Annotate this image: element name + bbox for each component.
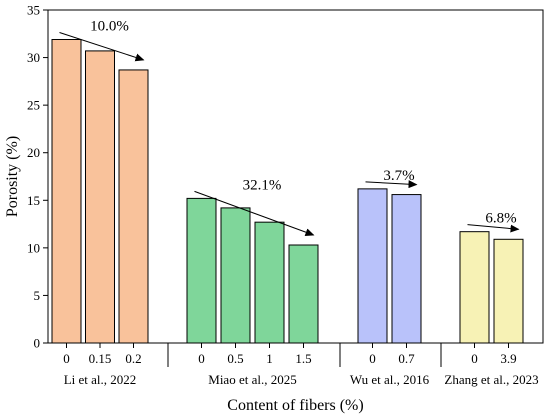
y-tick-label: 15 <box>27 193 40 208</box>
reduction-label: 10.0% <box>90 18 129 34</box>
reduction-arrow <box>194 190 315 237</box>
y-tick-label: 20 <box>27 145 40 160</box>
bar <box>391 194 422 344</box>
reduction-label: 3.7% <box>383 168 414 184</box>
group-separators <box>167 343 442 367</box>
x-axis-ticks: 0 0.15 0.2 Li et al., 2022 0 0.5 1 1.5 Miao et a… <box>63 343 539 387</box>
y-axis-title: Porosity (%) <box>4 136 21 217</box>
x-tick-label: 0 <box>63 351 70 366</box>
bar <box>254 221 285 344</box>
bar <box>186 197 217 344</box>
x-tick-label: 3.9 <box>500 351 516 366</box>
x-axis-title: Content of fibers (%) <box>227 397 363 414</box>
y-tick-label: 35 <box>27 3 40 18</box>
y-tick-label: 0 <box>34 336 41 351</box>
group-label: Li et al., 2022 <box>64 372 137 387</box>
y-tick-label: 10 <box>27 240 40 255</box>
x-tick-label: 1.5 <box>295 351 311 366</box>
reduction-label: 32.1% <box>243 177 282 193</box>
reduction-annotations: 10.0% 32.1% 3.7% 6.8% <box>59 18 520 237</box>
reduction-arrow <box>365 180 418 189</box>
y-axis-ticks: 0 5 10 15 20 25 30 35 <box>27 3 48 351</box>
group-label: Zhang et al., 2023 <box>444 372 538 387</box>
bar <box>220 207 251 344</box>
y-tick-label: 30 <box>27 50 40 65</box>
bar <box>85 50 115 344</box>
x-tick-label: 0.2 <box>125 351 141 366</box>
bar <box>51 38 82 344</box>
y-tick-label: 5 <box>34 288 41 303</box>
x-tick-label: 0.15 <box>89 351 112 366</box>
plot-frame <box>47 9 544 344</box>
bar <box>288 244 319 344</box>
bars-layer <box>51 38 524 344</box>
x-tick-label: 0.5 <box>227 351 243 366</box>
reduction-label: 6.8% <box>485 211 516 227</box>
reduction-arrow <box>467 224 520 233</box>
x-tick-label: 1 <box>266 351 273 366</box>
reduction-arrow <box>59 32 145 62</box>
group-label: Miao et al., 2025 <box>208 372 296 387</box>
bar <box>118 69 149 344</box>
x-tick-label: 0 <box>198 351 205 366</box>
x-tick-label: 0.7 <box>398 351 415 366</box>
bar <box>357 188 388 344</box>
x-tick-label: 0 <box>369 351 376 366</box>
bar <box>459 231 490 344</box>
group-label: Wu et al., 2016 <box>350 372 430 387</box>
y-tick-label: 25 <box>27 98 40 113</box>
x-tick-label: 0 <box>471 351 478 366</box>
bar <box>493 238 524 344</box>
